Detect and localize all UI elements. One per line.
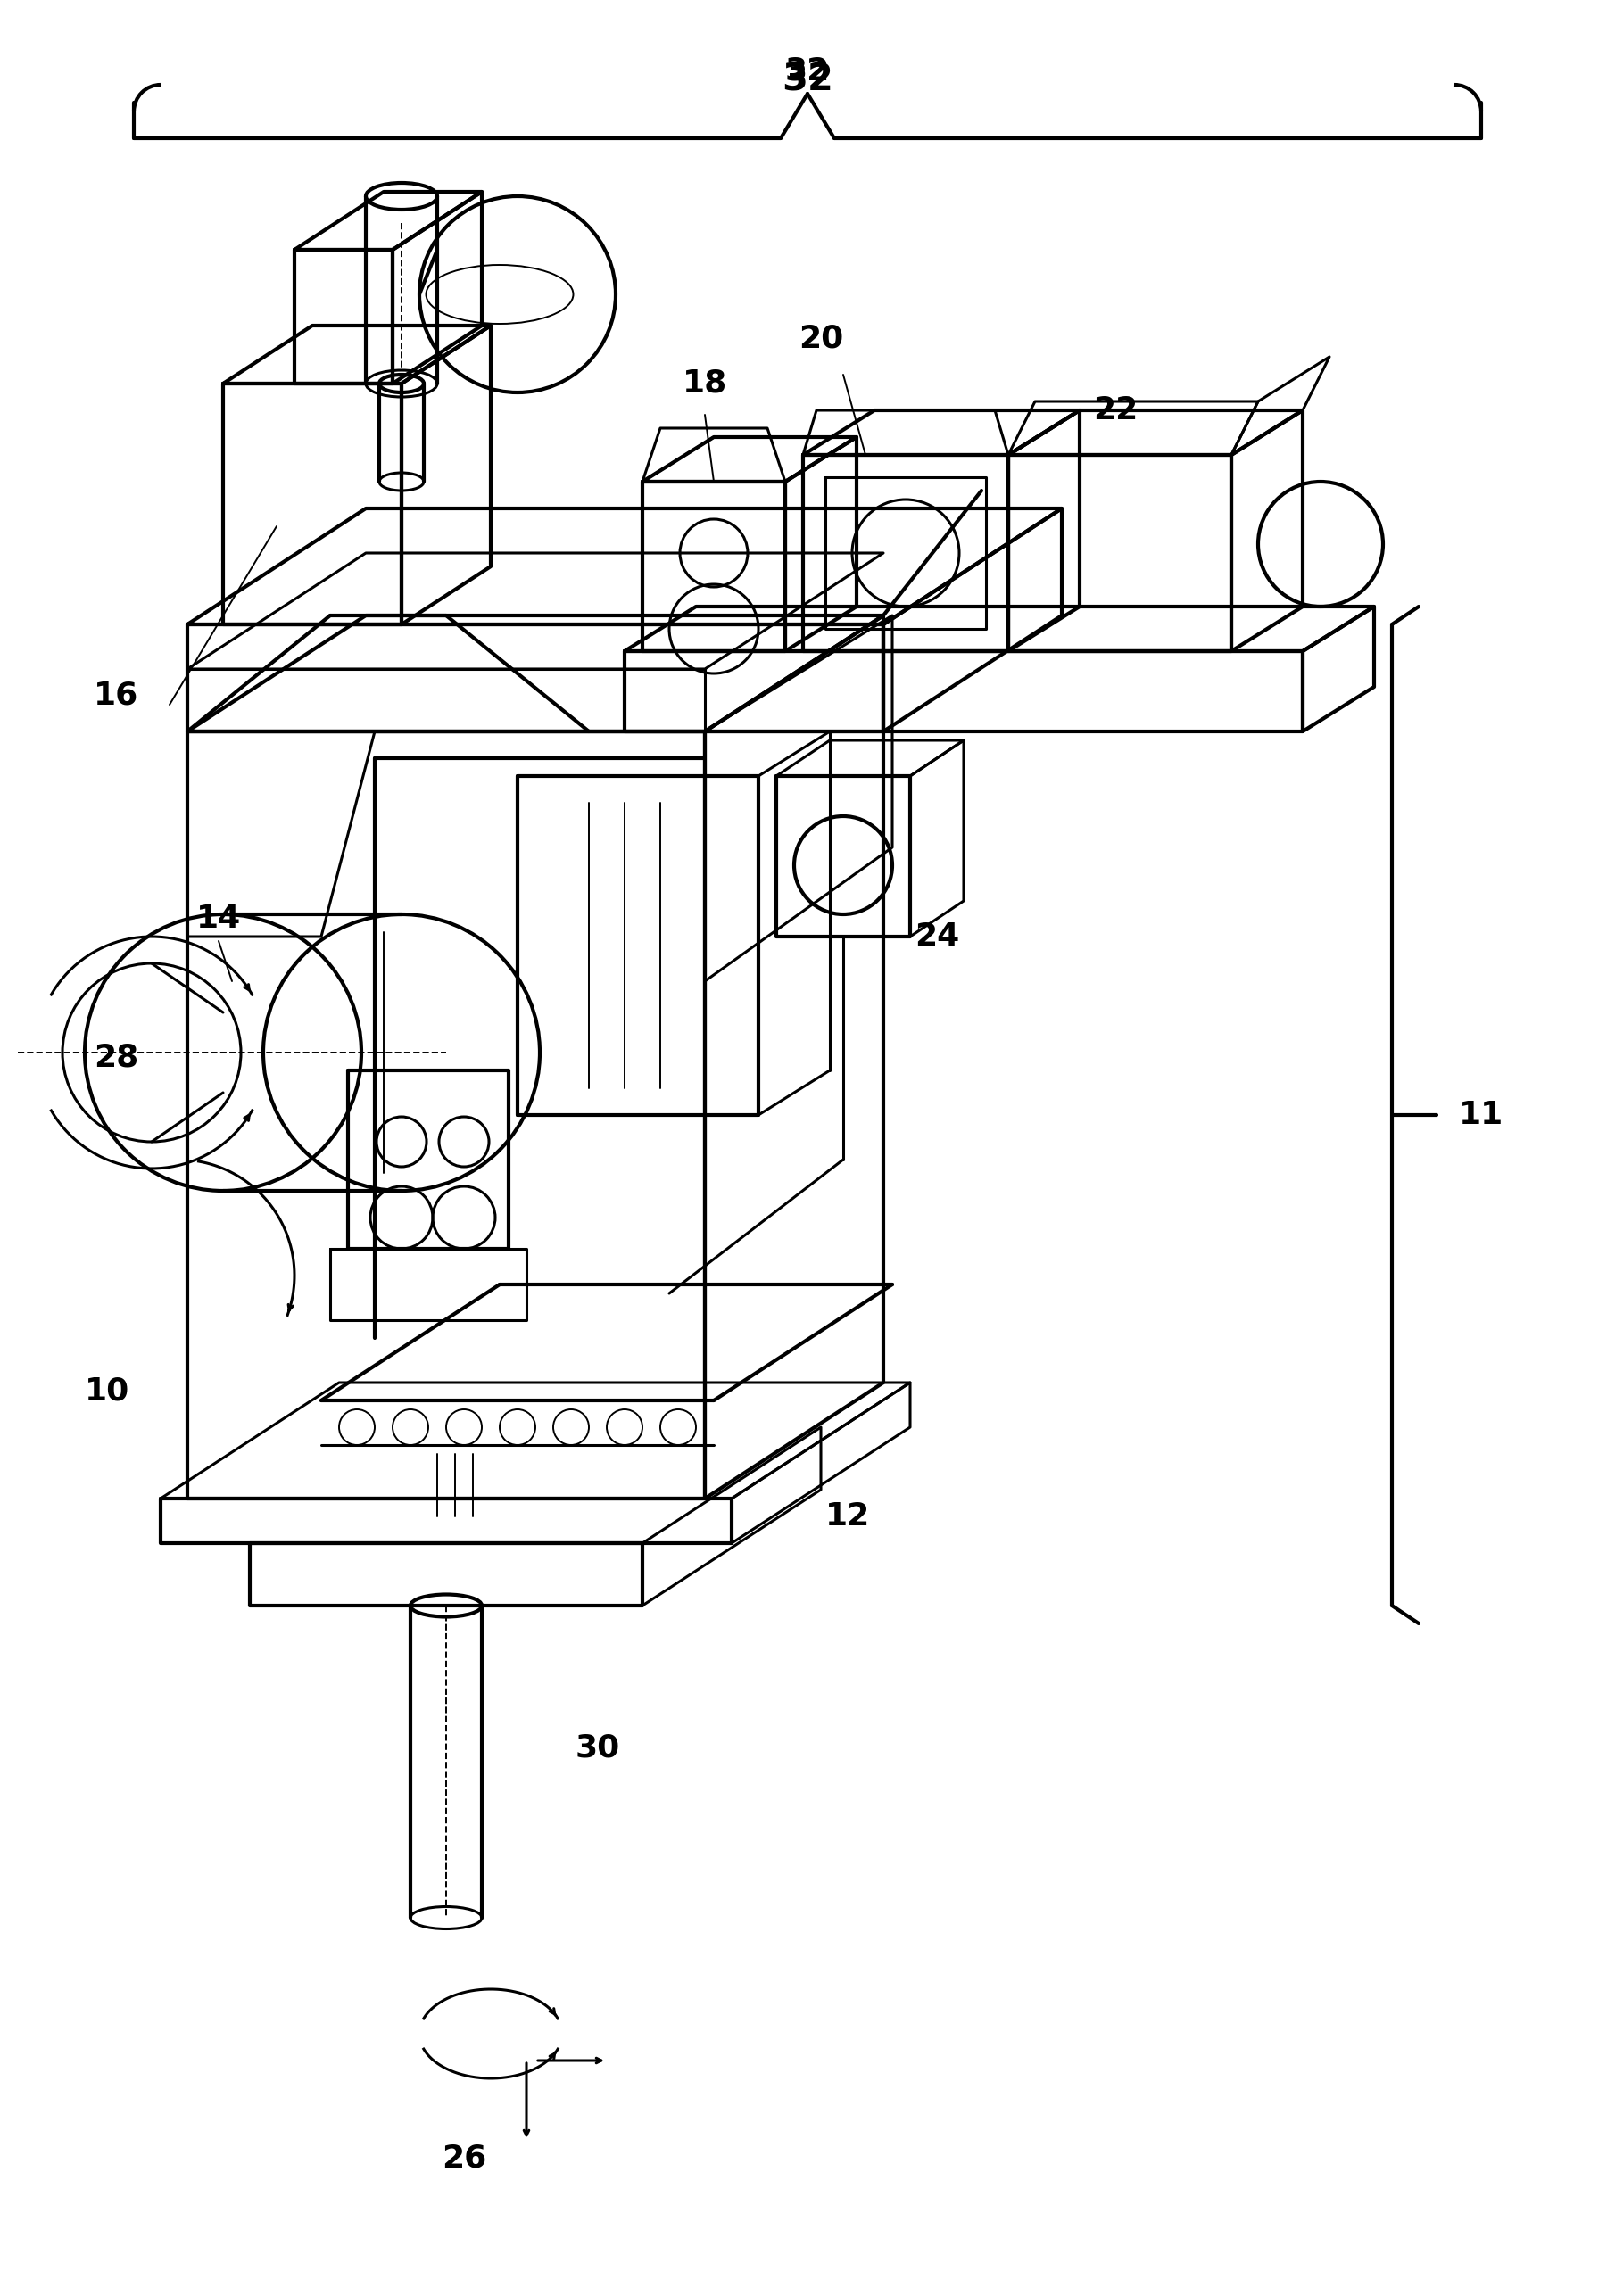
Text: 22: 22 (1093, 395, 1137, 425)
Text: 26: 26 (441, 2144, 486, 2174)
Text: 14: 14 (195, 905, 241, 934)
Text: 10: 10 (84, 1375, 129, 1407)
Text: 28: 28 (94, 1042, 139, 1072)
Text: 24: 24 (914, 921, 959, 953)
Text: 16: 16 (94, 680, 139, 712)
Text: 32: 32 (785, 55, 830, 87)
Text: 20: 20 (798, 324, 843, 354)
Text: 12: 12 (825, 1502, 870, 1531)
Text: 11: 11 (1458, 1100, 1504, 1130)
Text: 18: 18 (683, 367, 727, 400)
Text: 32: 32 (782, 62, 833, 99)
Text: 30: 30 (575, 1733, 620, 1763)
